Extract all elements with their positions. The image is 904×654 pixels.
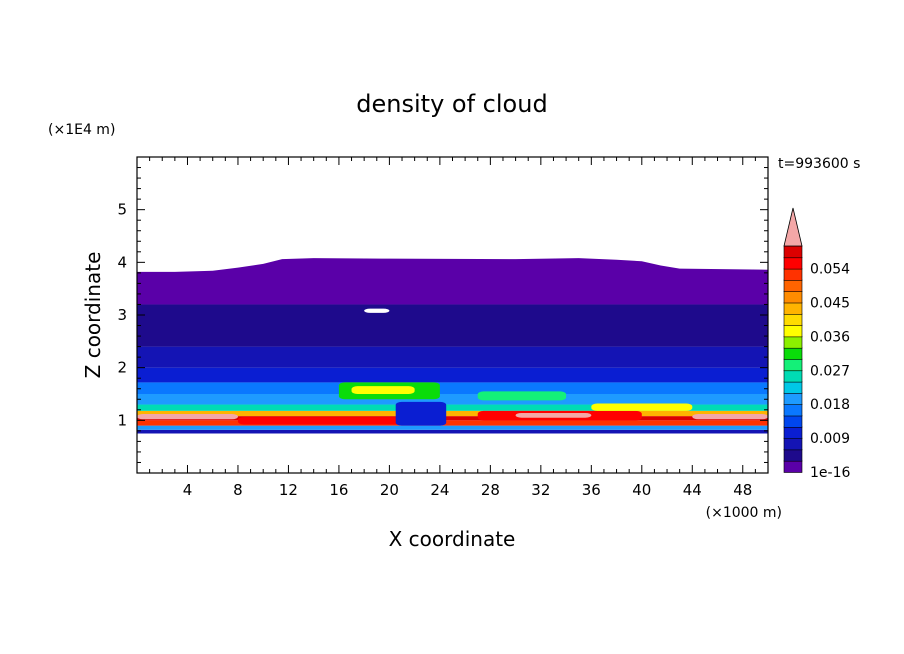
colorbar-tick-label: 0.045 — [810, 296, 850, 312]
density-band-6 — [137, 394, 768, 405]
colorbar-segment — [783, 449, 803, 462]
density-band-7 — [137, 382, 768, 394]
y-unit-label: (×1E4 m) — [48, 122, 115, 138]
density-patch-8 — [395, 401, 447, 426]
y-axis: 1 2 3 4 5 — [117, 167, 768, 463]
colorbar-segment — [783, 347, 803, 360]
x-tick-label: 12 — [279, 481, 298, 499]
colorbar-segment — [783, 302, 803, 315]
density-band-0 — [137, 429, 768, 434]
colorbar-extend-arrow — [783, 207, 803, 247]
colorbar-tick-label: 0.027 — [810, 363, 850, 379]
colorbar-segment — [783, 415, 803, 428]
y-tick-label: 4 — [117, 253, 127, 271]
x-tick-label: 24 — [430, 481, 449, 499]
colorbar-segment — [783, 369, 803, 383]
y-tick-label: 1 — [117, 411, 127, 429]
chart-title: density of cloud — [356, 90, 547, 118]
colorbar-segment — [783, 256, 803, 270]
colorbar-segment — [783, 336, 803, 349]
colorbar-segment — [783, 324, 803, 338]
colorbar-segment — [783, 437, 803, 451]
x-axis: 4 8 12 16 20 24 28 32 36 40 44 48 — [149, 157, 756, 499]
density-band-8 — [137, 367, 768, 383]
x-tick-label: 44 — [683, 481, 702, 499]
y-axis-label: Z coordinate — [81, 252, 105, 379]
x-tick-label: 40 — [632, 481, 651, 499]
x-tick-label: 36 — [582, 481, 601, 499]
density-patch-10 — [364, 308, 390, 313]
x-axis-label: X coordinate — [389, 527, 516, 551]
colorbar-tick-label: 1e-16 — [810, 465, 850, 481]
density-band-3 — [137, 416, 768, 421]
colorbar-tick-label: 0.018 — [810, 397, 850, 413]
colorbar-segment — [783, 358, 803, 372]
density-patch-1 — [237, 417, 415, 425]
density-band-4 — [137, 410, 768, 417]
density-patch-7 — [477, 391, 567, 401]
density-band-9 — [137, 346, 768, 368]
colorbar-segment — [783, 245, 803, 259]
x-tick-label: 8 — [233, 481, 243, 499]
colorbar-segment — [783, 381, 803, 394]
colorbar-tick-label: 0.009 — [810, 431, 850, 447]
density-patch-4 — [692, 414, 768, 420]
colorbar-tick-label: 0.054 — [810, 262, 850, 278]
colorbar-segment — [783, 403, 803, 417]
x-unit-label: (×1000 m) — [706, 505, 782, 521]
x-tick-label: 20 — [380, 481, 399, 499]
colorbar-segment — [783, 268, 803, 281]
x-tick-label: 48 — [733, 481, 752, 499]
colorbar-segment — [783, 426, 803, 439]
colorbar-segment — [783, 290, 803, 304]
colorbar: 1e-16 0.009 0.018 0.027 0.036 0.045 0.054 — [783, 207, 850, 481]
colorbar-segment — [783, 392, 803, 405]
x-tick-label: 16 — [329, 481, 348, 499]
x-tick-label: 4 — [183, 481, 193, 499]
y-tick-label: 5 — [117, 201, 127, 219]
time-label: t=993600 s — [778, 156, 860, 172]
y-tick-label: 3 — [117, 306, 127, 324]
y-tick-label: 2 — [117, 359, 127, 377]
density-band-1 — [137, 425, 768, 430]
density-band-5 — [137, 404, 768, 411]
x-tick-label: 28 — [481, 481, 500, 499]
colorbar-segment — [783, 279, 803, 292]
density-patch-6 — [351, 386, 415, 394]
density-field — [137, 258, 768, 434]
colorbar-tick-label: 0.036 — [810, 329, 850, 345]
density-patch-9 — [591, 403, 693, 411]
density-patch-0 — [137, 414, 238, 420]
colorbar-segment — [783, 460, 803, 473]
x-tick-label: 32 — [531, 481, 550, 499]
colorbar-segment — [783, 313, 803, 326]
density-band-2 — [137, 420, 768, 426]
density-band-11 — [137, 258, 768, 305]
density-patch-3 — [515, 412, 592, 418]
density-band-10 — [137, 304, 768, 347]
